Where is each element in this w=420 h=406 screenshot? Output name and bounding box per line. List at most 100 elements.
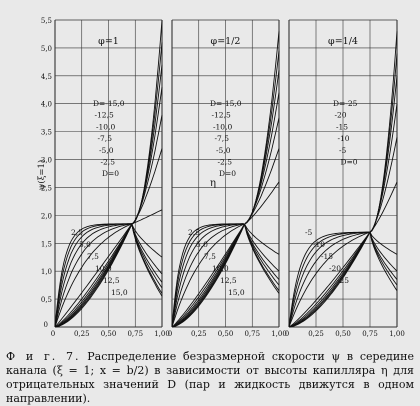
y-tick-label: 1,0: [41, 268, 52, 276]
x-tick-label: 0,25: [74, 330, 90, 338]
series-label: -10,0: [213, 122, 232, 131]
profile-curve: [171, 117, 280, 328]
x-tick-label: 0: [168, 330, 172, 338]
x-tick-label: 0,75: [244, 330, 260, 338]
series-label: -12,5: [95, 111, 114, 120]
series-label: -15: [321, 252, 333, 261]
x-tick-label: 1,00: [154, 330, 170, 338]
series-label: 12,5: [220, 276, 237, 285]
series-label: D=-15,0: [93, 99, 125, 108]
profile-curve: [54, 114, 163, 328]
x-tick-label: 0,25: [191, 330, 207, 338]
y-tick-label: 2,5: [41, 184, 52, 192]
curve-layer: [54, 19, 398, 328]
profile-curve: [171, 223, 280, 328]
series-label: -2,5: [101, 158, 116, 167]
series-label: 5,0: [79, 240, 91, 249]
y-tick-label: 5,5: [41, 17, 52, 25]
y-tick-label: 0: [44, 321, 48, 329]
series-label: -5: [339, 146, 347, 155]
series-label: -7,5: [215, 134, 230, 143]
profile-curve: [171, 92, 280, 328]
profile-curve: [54, 86, 163, 328]
x-axis-label: η: [210, 178, 216, 189]
x-tick-label: 0,50: [335, 330, 351, 338]
profile-curve: [171, 181, 280, 328]
series-label: 10,0: [95, 264, 112, 273]
profile-curve: [171, 223, 280, 328]
profile-curve: [54, 223, 163, 328]
series-label: -10: [313, 240, 325, 249]
profile-curve: [171, 148, 280, 328]
x-tick-label: 0,75: [362, 330, 378, 338]
series-label: -5,0: [216, 146, 231, 155]
x-tick-label: 0,50: [101, 330, 117, 338]
series-label: -10,0: [96, 122, 115, 131]
series-label: 7,5: [87, 252, 99, 261]
series-label: -5,0: [99, 146, 114, 155]
series-label: 10,0: [212, 264, 229, 273]
series-label: -10: [338, 134, 350, 143]
series-label: -25: [337, 276, 349, 285]
panel-title: φ=1/2: [211, 36, 241, 47]
profile-curve: [171, 70, 280, 328]
y-tick-label: 4,0: [41, 101, 52, 109]
profile-curve: [288, 231, 398, 328]
series-label: 15,0: [111, 288, 128, 297]
series-label: -20: [335, 111, 347, 120]
profile-curve: [171, 223, 280, 328]
series-label: -2,5: [218, 158, 233, 167]
series-label: 15,0: [228, 288, 245, 297]
series-label: 5,0: [196, 240, 208, 249]
series-label: D=-15,0: [210, 99, 242, 108]
profile-curve: [54, 223, 163, 328]
y-tick-label: 2,0: [41, 212, 52, 220]
panel-title: φ=1: [98, 36, 119, 47]
series-label: -5: [305, 228, 313, 237]
profile-curve: [54, 223, 163, 328]
series-label: 12,5: [103, 276, 120, 285]
y-tick-label: 1,5: [41, 240, 52, 248]
profile-curve: [288, 231, 398, 328]
y-tick-label: 0,5: [41, 296, 52, 304]
x-tick-label: 1,00: [271, 330, 287, 338]
series-label: 2,5: [71, 228, 83, 237]
y-tick-label: 3,0: [41, 157, 52, 165]
series-label: -20: [329, 264, 341, 273]
label-layer: D=-15,0 -12,5 -10,0 -7,5 -5,0 -2,5 D=0 2,5 5,0 7,…: [36, 17, 405, 338]
profile-curve: [288, 137, 398, 328]
profile-curve: [288, 103, 398, 328]
series-label: 7,5: [204, 252, 216, 261]
profile-curve: [288, 231, 398, 328]
panel-title: φ=1/4: [328, 36, 358, 47]
profile-curve: [288, 231, 398, 328]
series-label: D=0: [102, 169, 119, 178]
series-label: -12,5: [212, 111, 231, 120]
velocity-profile-figure: D=-15,0 -12,5 -10,0 -7,5 -5,0 -2,5 D=0 2,5 5,0 7,…: [36, 17, 405, 338]
y-axis-label: ψ(ξ=1): [36, 160, 47, 191]
profile-curve: [171, 223, 280, 328]
series-label: -7,5: [98, 134, 113, 143]
y-tick-label: 3,5: [41, 129, 52, 137]
profile-curve: [54, 223, 163, 328]
profile-curve: [171, 50, 280, 328]
figure-caption: Ф и г. 7. Распределение безразмерной ско…: [6, 350, 414, 406]
caption-text: Распределение безразмерной скорости ψ в …: [6, 350, 414, 405]
profile-curve: [288, 181, 398, 328]
series-label: D=0: [219, 169, 236, 178]
x-tick-label: 0: [51, 330, 55, 338]
y-tick-label: 5,0: [41, 45, 52, 53]
series-label: D=-25: [333, 99, 358, 108]
x-tick-label: 0,25: [308, 330, 324, 338]
profile-curve: [171, 223, 280, 328]
series-label: 2,5: [188, 228, 200, 237]
x-tick-label: 0,75: [127, 330, 143, 338]
y-tick-label: 4,5: [41, 73, 52, 81]
x-tick-label: 0: [285, 330, 289, 338]
profile-curve: [288, 231, 398, 328]
profile-curve: [54, 148, 163, 328]
x-tick-label: 1,00: [389, 330, 405, 338]
profile-curve: [54, 209, 163, 328]
x-tick-label: 0,50: [218, 330, 234, 338]
series-label: -15: [336, 122, 348, 131]
